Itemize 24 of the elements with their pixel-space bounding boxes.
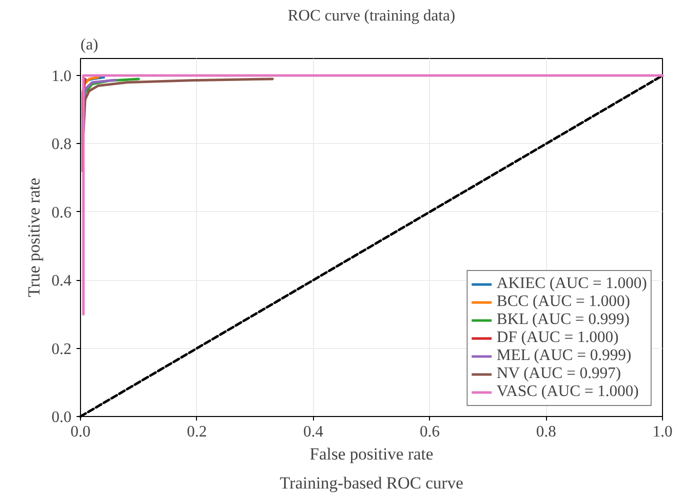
legend-label: AKIEC (AUC = 1.000) xyxy=(496,275,647,293)
y-axis-title: True positive rate xyxy=(24,178,44,298)
legend-label: DF (AUC = 1.000) xyxy=(496,329,619,347)
y-tick-label: 0.0 xyxy=(52,409,72,426)
text: Training-based ROC curve xyxy=(280,474,464,492)
x-axis-title: False positive rate xyxy=(310,444,434,464)
x-tick-label: 0.8 xyxy=(536,424,556,440)
x-tick-label: 0.4 xyxy=(303,424,324,440)
x-tick-label: 0.0 xyxy=(70,424,90,440)
x-tick-label: 0.2 xyxy=(186,424,207,440)
x-tick-label: 0.6 xyxy=(420,424,440,440)
legend-label: MEL (AUC = 0.999) xyxy=(496,347,632,365)
x-tick-label: 1.0 xyxy=(652,424,672,440)
y-tick-label: 0.2 xyxy=(52,340,72,358)
legend-label: BKL (AUC = 0.999) xyxy=(496,311,630,329)
y-tick-label: 1.0 xyxy=(52,68,72,86)
y-tick-label: 0.6 xyxy=(52,204,72,222)
legend-label: NV (AUC = 0.997) xyxy=(496,365,621,383)
y-tick-label: 0.8 xyxy=(52,136,72,154)
y-tick-label: 0.4 xyxy=(52,272,72,290)
chart-title: ROC curve (training data) xyxy=(288,8,456,24)
text: (a) xyxy=(80,36,98,54)
legend-label: VASC (AUC = 1.000) xyxy=(496,383,639,401)
legend-label: BCC (AUC = 1.000) xyxy=(496,293,630,311)
